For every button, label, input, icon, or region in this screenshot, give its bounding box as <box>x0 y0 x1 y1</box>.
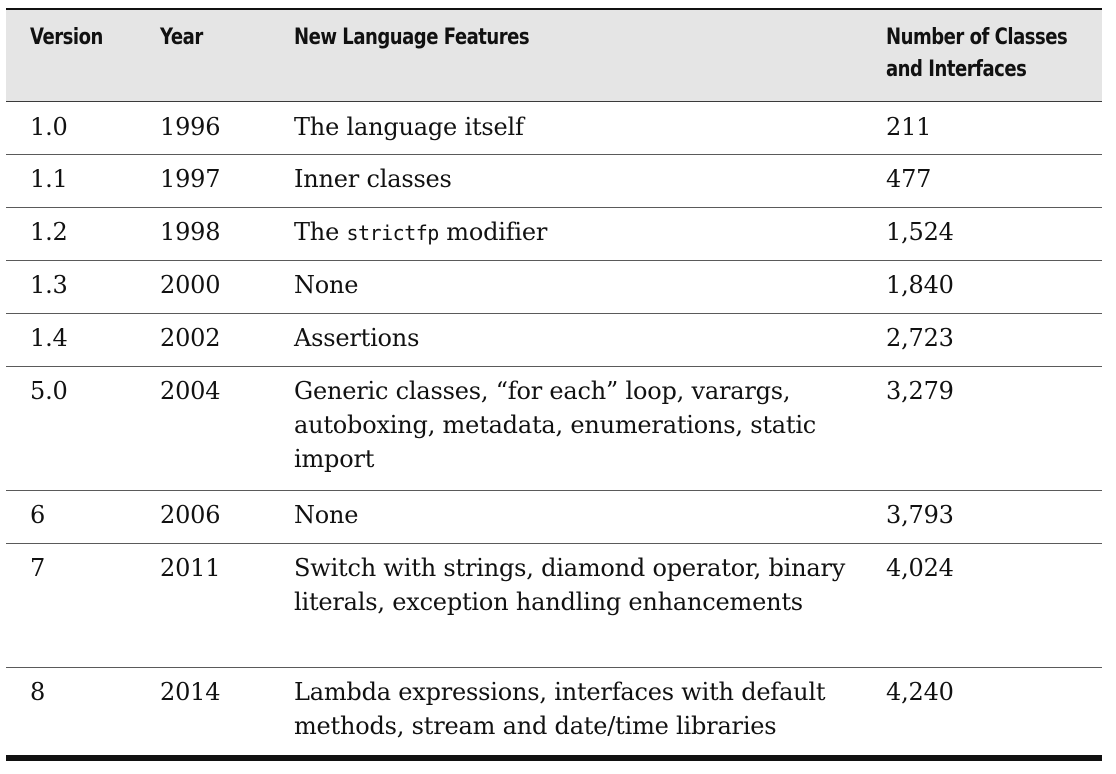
cell-year: 1996 <box>160 112 221 141</box>
cell-year: 2000 <box>160 270 221 299</box>
table-body: 1.0 1996 The language itself 211 1.1 199… <box>6 101 1102 754</box>
cell-features: Assertions <box>294 323 420 352</box>
cell-version: 1.2 <box>30 217 68 246</box>
table-row: 1.3 2000 None 1,840 <box>6 260 1102 313</box>
table-row: 7 2011 Switch with strings, diamond oper… <box>6 543 1102 667</box>
cell-year: 1998 <box>160 217 221 246</box>
cell-year: 1997 <box>160 164 221 193</box>
cell-version: 8 <box>30 677 46 706</box>
cell-features: The language itself <box>294 112 524 141</box>
cell-version: 1.3 <box>30 270 68 299</box>
cell-classes: 2,723 <box>886 323 954 352</box>
features-text-pre: The <box>294 217 347 246</box>
cell-classes: 211 <box>886 112 932 141</box>
table-bottom-rule <box>6 755 1102 761</box>
header-version: Version <box>30 25 103 50</box>
header-year: Year <box>160 25 203 50</box>
cell-features: Lambda expressions, interfaces with defa… <box>294 677 826 740</box>
table-row: 5.0 2004 Generic classes, “for each” loo… <box>6 366 1102 490</box>
cell-version: 1.4 <box>30 323 68 352</box>
cell-features: The strictfp modifier <box>268 207 859 260</box>
table: Version Year New Language Features Numbe… <box>6 10 1102 754</box>
java-versions-table: Version Year New Language Features Numbe… <box>6 8 1102 754</box>
cell-features: Switch with strings, diamond operator, b… <box>294 553 846 616</box>
table-header: Version Year New Language Features Numbe… <box>6 10 1102 101</box>
cell-features: Generic classes, “for each” loop, vararg… <box>294 376 817 473</box>
cell-classes: 477 <box>886 164 932 193</box>
table-row: 6 2006 None 3,793 <box>6 490 1102 543</box>
table-row: 8 2014 Lambda expressions, interfaces wi… <box>6 667 1102 754</box>
cell-features: Inner classes <box>294 164 452 193</box>
header-row: Version Year New Language Features Numbe… <box>6 10 1102 101</box>
cell-version: 1.1 <box>30 164 68 193</box>
cell-year: 2014 <box>160 677 221 706</box>
cell-features: None <box>294 500 359 529</box>
cell-classes: 3,279 <box>886 376 954 405</box>
table-row: 1.2 1998 The strictfp modifier 1,524 <box>6 207 1102 260</box>
features-text-post: modifier <box>438 217 548 246</box>
header-classes: Number of Classes and Interfaces <box>886 25 1068 82</box>
cell-year: 2004 <box>160 376 221 405</box>
code-keyword: strictfp <box>346 220 440 245</box>
cell-classes: 4,240 <box>886 677 954 706</box>
cell-version: 5.0 <box>30 376 68 405</box>
cell-year: 2011 <box>160 553 221 582</box>
table-row: 1.0 1996 The language itself 211 <box>6 101 1102 154</box>
cell-classes: 1,840 <box>886 270 954 299</box>
cell-classes: 4,024 <box>886 553 954 582</box>
cell-classes: 1,524 <box>886 217 954 246</box>
cell-year: 2006 <box>160 500 221 529</box>
cell-version: 1.0 <box>30 112 68 141</box>
table-row: 1.1 1997 Inner classes 477 <box>6 154 1102 207</box>
cell-version: 7 <box>30 553 46 582</box>
cell-classes: 3,793 <box>886 500 954 529</box>
header-features: New Language Features <box>294 25 530 50</box>
table-row: 1.4 2002 Assertions 2,723 <box>6 313 1102 366</box>
cell-year: 2002 <box>160 323 221 352</box>
cell-features: None <box>294 270 359 299</box>
table-top-rule <box>6 8 1102 10</box>
cell-version: 6 <box>30 500 46 529</box>
